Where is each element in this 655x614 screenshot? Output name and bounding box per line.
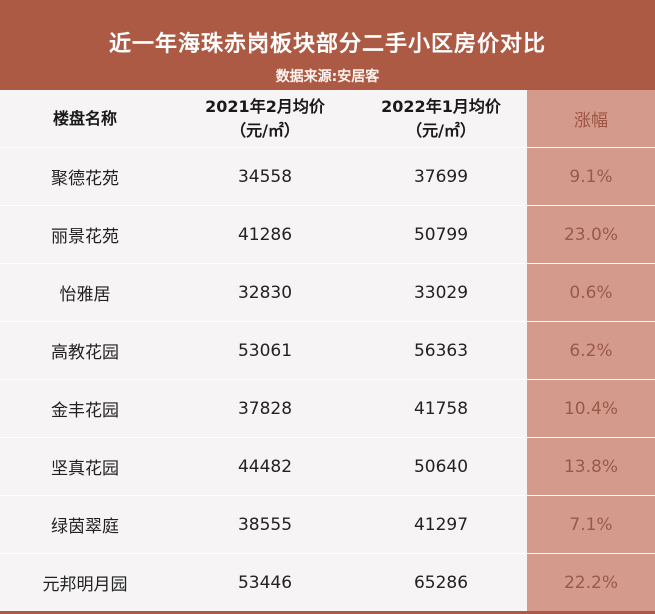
price-2022: 41297 [413,514,469,535]
growth-rate: 10.4% [527,380,655,437]
estate-name: 金丰花园 [51,401,119,421]
table-row: 高教花园 53061 56363 6.2% [0,322,655,380]
growth-rate: 23.0% [527,206,655,263]
growth-rate: 7.1% [527,496,655,553]
header-price-2021: 2021年2月均价 （元/㎡） [175,90,355,147]
price-2022: 50640 [413,456,469,477]
estate-name: 怡雅居 [59,285,111,305]
table-row: 丽景花苑 41286 50799 23.0% [0,206,655,264]
header-price-2022: 2022年1月均价 （元/㎡） [355,90,527,147]
price-2021: 37828 [237,398,293,419]
growth-rate: 0.6% [527,264,655,321]
growth-rate: 6.2% [527,322,655,379]
price-2021: 38555 [237,514,293,535]
price-2022: 33029 [413,282,469,303]
table-header-row: 楼盘名称 2021年2月均价 （元/㎡） 2022年1月均价 （元/㎡） 涨幅 [0,90,655,148]
header-price-2021-label: 2021年2月均价 [205,96,325,116]
header-name: 楼盘名称 [52,108,117,128]
bottom-border [0,611,655,614]
price-2021: 41286 [237,224,293,245]
price-comparison-table: 楼盘名称 2021年2月均价 （元/㎡） 2022年1月均价 （元/㎡） 涨幅 聚德… [0,90,655,612]
price-2022: 50799 [413,224,469,245]
estate-name: 坚真花园 [51,459,119,479]
estate-name: 丽景花苑 [51,227,119,247]
price-2021: 53446 [237,572,293,593]
estate-name: 聚德花苑 [51,169,119,189]
price-2022: 56363 [413,340,469,361]
price-2022: 37699 [413,166,469,187]
price-2022: 65286 [413,572,469,593]
table-row: 元邦明月园 53446 65286 22.2% [0,554,655,612]
price-2021: 34558 [237,166,293,187]
header-price-2021-unit: （元/㎡） [230,120,300,140]
price-2021: 53061 [237,340,293,361]
header-growth: 涨幅 [527,90,655,147]
table-row: 怡雅居 32830 33029 0.6% [0,264,655,322]
page-title: 近一年海珠赤岗板块部分二手小区房价对比 [108,32,546,57]
header-price-2022-label: 2022年1月均价 [381,96,501,116]
growth-rate: 13.8% [527,438,655,495]
table-row: 坚真花园 44482 50640 13.8% [0,438,655,496]
growth-rate: 22.2% [527,554,655,611]
price-2022: 41758 [413,398,469,419]
price-2021: 44482 [237,456,293,477]
estate-name: 高教花园 [51,343,119,363]
header-price-2022-unit: （元/㎡） [406,120,476,140]
table-row: 金丰花园 37828 41758 10.4% [0,380,655,438]
estate-name: 绿茵翠庭 [51,517,119,537]
price-2021: 32830 [237,282,293,303]
title-banner: 近一年海珠赤岗板块部分二手小区房价对比 数据来源:安居客 [0,0,655,90]
table-row: 绿茵翠庭 38555 41297 7.1% [0,496,655,554]
estate-name: 元邦明月园 [42,575,128,595]
data-source: 数据来源:安居客 [275,69,380,85]
table-row: 聚德花苑 34558 37699 9.1% [0,148,655,206]
growth-rate: 9.1% [527,148,655,205]
